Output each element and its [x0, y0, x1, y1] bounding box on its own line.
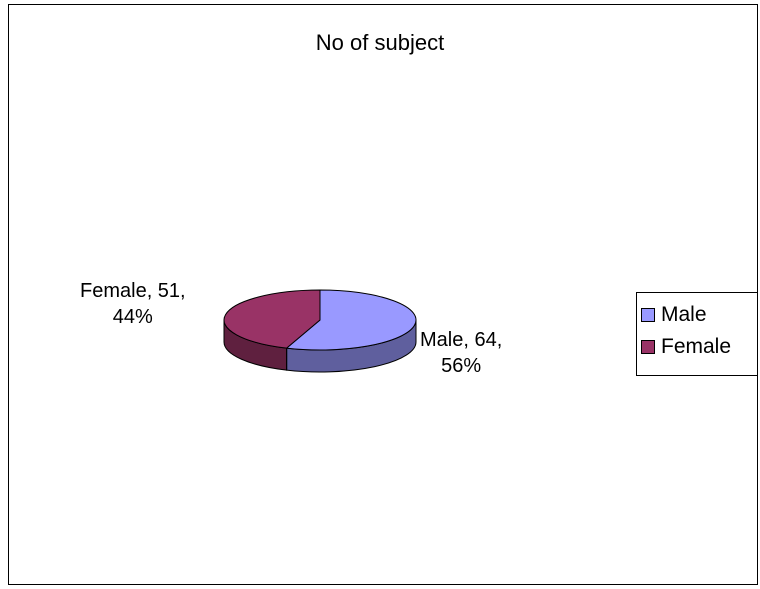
- female-swatch-icon: [641, 340, 655, 354]
- legend-label-male: Male: [661, 303, 707, 326]
- male-swatch-icon: [641, 308, 655, 322]
- female-label-line2: 44%: [112, 306, 153, 328]
- male-label-line1: Male, 64,: [420, 329, 503, 351]
- legend-item-female: Female: [641, 331, 753, 363]
- male-data-label: Male, 64, 56%: [420, 327, 502, 379]
- male-slice: [285, 289, 417, 351]
- male-label-line2: 56%: [441, 355, 482, 377]
- legend-item-male: Male: [641, 299, 753, 331]
- female-label-line1: Female, 51,: [80, 280, 186, 302]
- female-data-label: Female, 51, 44%: [80, 278, 186, 330]
- chart-area: [8, 4, 758, 585]
- legend-label-female: Female: [661, 335, 732, 358]
- female-slice: [223, 289, 321, 349]
- legend: Male Female: [636, 292, 758, 376]
- chart-title: No of subject: [315, 30, 445, 55]
